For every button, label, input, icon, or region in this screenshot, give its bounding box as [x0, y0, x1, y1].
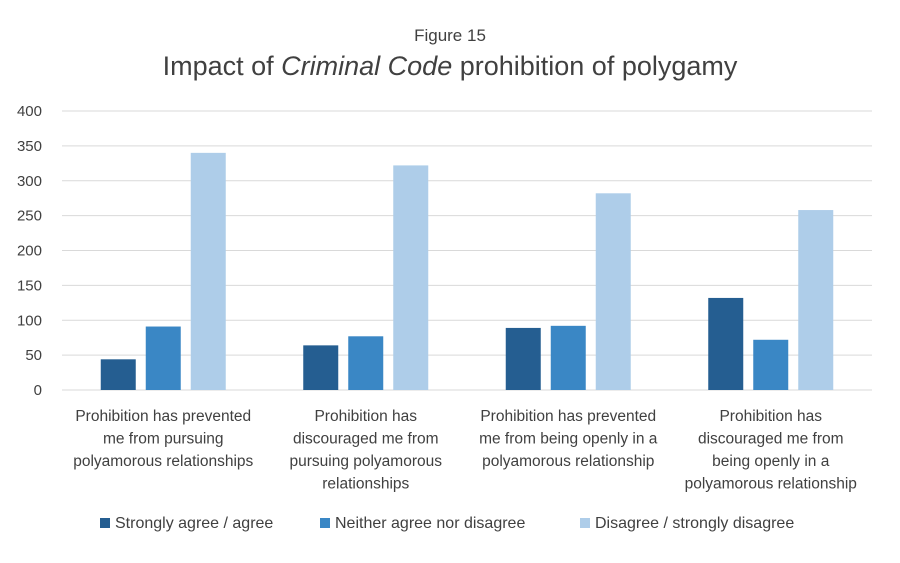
y-tick-label: 400 — [17, 103, 42, 120]
bar — [505, 327, 541, 390]
x-category-label-line: Prohibition has — [314, 408, 417, 425]
x-category-label-line: pursuing polyamorous — [289, 453, 442, 470]
legend-label: Disagree / strongly disagree — [595, 515, 794, 532]
bar — [303, 345, 339, 390]
y-tick-label: 350 — [17, 138, 42, 155]
x-category-label-line: polyamorous relationship — [482, 453, 654, 470]
chart-title: Impact of Criminal Code prohibition of p… — [163, 51, 738, 81]
y-tick-label: 50 — [25, 347, 42, 364]
x-category-label: Prohibition has prevented me from pursuin… — [73, 408, 253, 470]
legend-label: Strongly agree / agree — [115, 515, 273, 532]
x-category-label-line: Prohibition has — [719, 408, 822, 425]
x-category-label-line: relationships — [322, 476, 409, 493]
x-category-label-line: me from pursuing — [103, 431, 224, 448]
x-category-label-line: Prohibition has prevented — [75, 408, 251, 425]
y-tick-label: 150 — [17, 277, 42, 294]
legend-swatch — [580, 518, 590, 528]
bar — [798, 210, 834, 390]
bar — [100, 359, 136, 390]
bar — [708, 297, 744, 390]
x-axis-category-labels: Prohibition has prevented me from pursuin… — [73, 408, 857, 493]
bar — [393, 165, 429, 390]
bars — [100, 152, 834, 390]
bar — [550, 325, 586, 390]
x-category-label: Prohibition has prevented me from being o… — [479, 408, 658, 470]
title-part-0: Impact of — [163, 51, 282, 81]
y-axis-ticks: 0 50 100 150 200 250 300 350 400 — [17, 103, 42, 399]
x-category-label-line: discouraged me from — [293, 431, 439, 448]
title-part-1: Criminal Code — [281, 51, 452, 81]
bar — [145, 326, 181, 390]
y-tick-label: 0 — [34, 382, 42, 399]
y-tick-label: 200 — [17, 243, 42, 260]
bar — [190, 152, 226, 390]
bar — [348, 336, 384, 390]
legend-swatch — [100, 518, 110, 528]
x-category-label: Prohibition has discouraged me from being … — [685, 408, 857, 493]
legend-swatch — [320, 518, 330, 528]
x-category-label-line: polyamorous relationship — [685, 476, 857, 493]
bar — [753, 339, 789, 390]
gridlines — [62, 110, 872, 391]
x-category-label-line: polyamorous relationships — [73, 453, 253, 470]
chart-supertitle: Figure 15 — [414, 26, 486, 45]
legend-label: Neither agree nor disagree — [335, 515, 525, 532]
title-part-2: prohibition of polygamy — [452, 51, 738, 81]
x-category-label-line: discouraged me from — [698, 431, 844, 448]
y-tick-label: 300 — [17, 173, 42, 190]
y-tick-label: 100 — [17, 312, 42, 329]
x-category-label-line: Prohibition has prevented — [480, 408, 656, 425]
x-category-label-line: me from being openly in a — [479, 431, 658, 448]
y-tick-label: 250 — [17, 208, 42, 225]
bar — [595, 193, 631, 390]
x-category-label: Prohibition has discouraged me from pursui… — [289, 408, 442, 493]
legend: Strongly agree / agree Neither agree nor … — [100, 515, 794, 532]
x-category-label-line: being openly in a — [712, 453, 830, 470]
